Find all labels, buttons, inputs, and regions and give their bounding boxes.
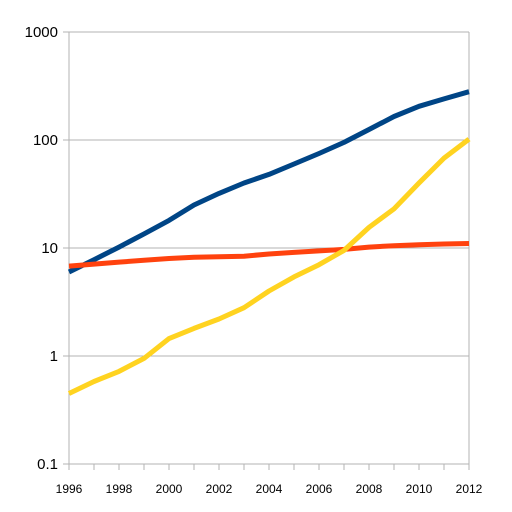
series-line-3 — [67, 137, 471, 396]
y-tick-label: 10 — [41, 240, 58, 257]
y-tick-label: 100 — [33, 132, 58, 149]
series-line-2 — [68, 241, 470, 269]
x-tick-label: 1996 — [56, 482, 83, 496]
grid-lines — [63, 31, 469, 465]
x-tick-labels: 1996 1998 2000 2002 2004 2006 2008 2010 2012 — [56, 482, 483, 496]
y-tick-label: 0.1 — [37, 456, 58, 473]
axes — [68, 32, 470, 470]
x-tick-label: 2010 — [406, 482, 433, 496]
x-tick-label: 2004 — [256, 482, 283, 496]
x-tick-label: 2006 — [306, 482, 333, 496]
x-tick-label: 2000 — [156, 482, 183, 496]
x-tick-label: 1998 — [106, 482, 133, 496]
x-tick-label: 2002 — [206, 482, 233, 496]
x-tick-label: 2012 — [456, 482, 483, 496]
y-tick-label: 1 — [50, 348, 58, 365]
y-tick-labels: 1000 100 10 1 0.1 — [25, 24, 58, 473]
series-lines — [67, 89, 471, 396]
series-line-1 — [67, 89, 470, 275]
x-tick-label: 2008 — [356, 482, 383, 496]
y-tick-label: 1000 — [25, 24, 58, 41]
